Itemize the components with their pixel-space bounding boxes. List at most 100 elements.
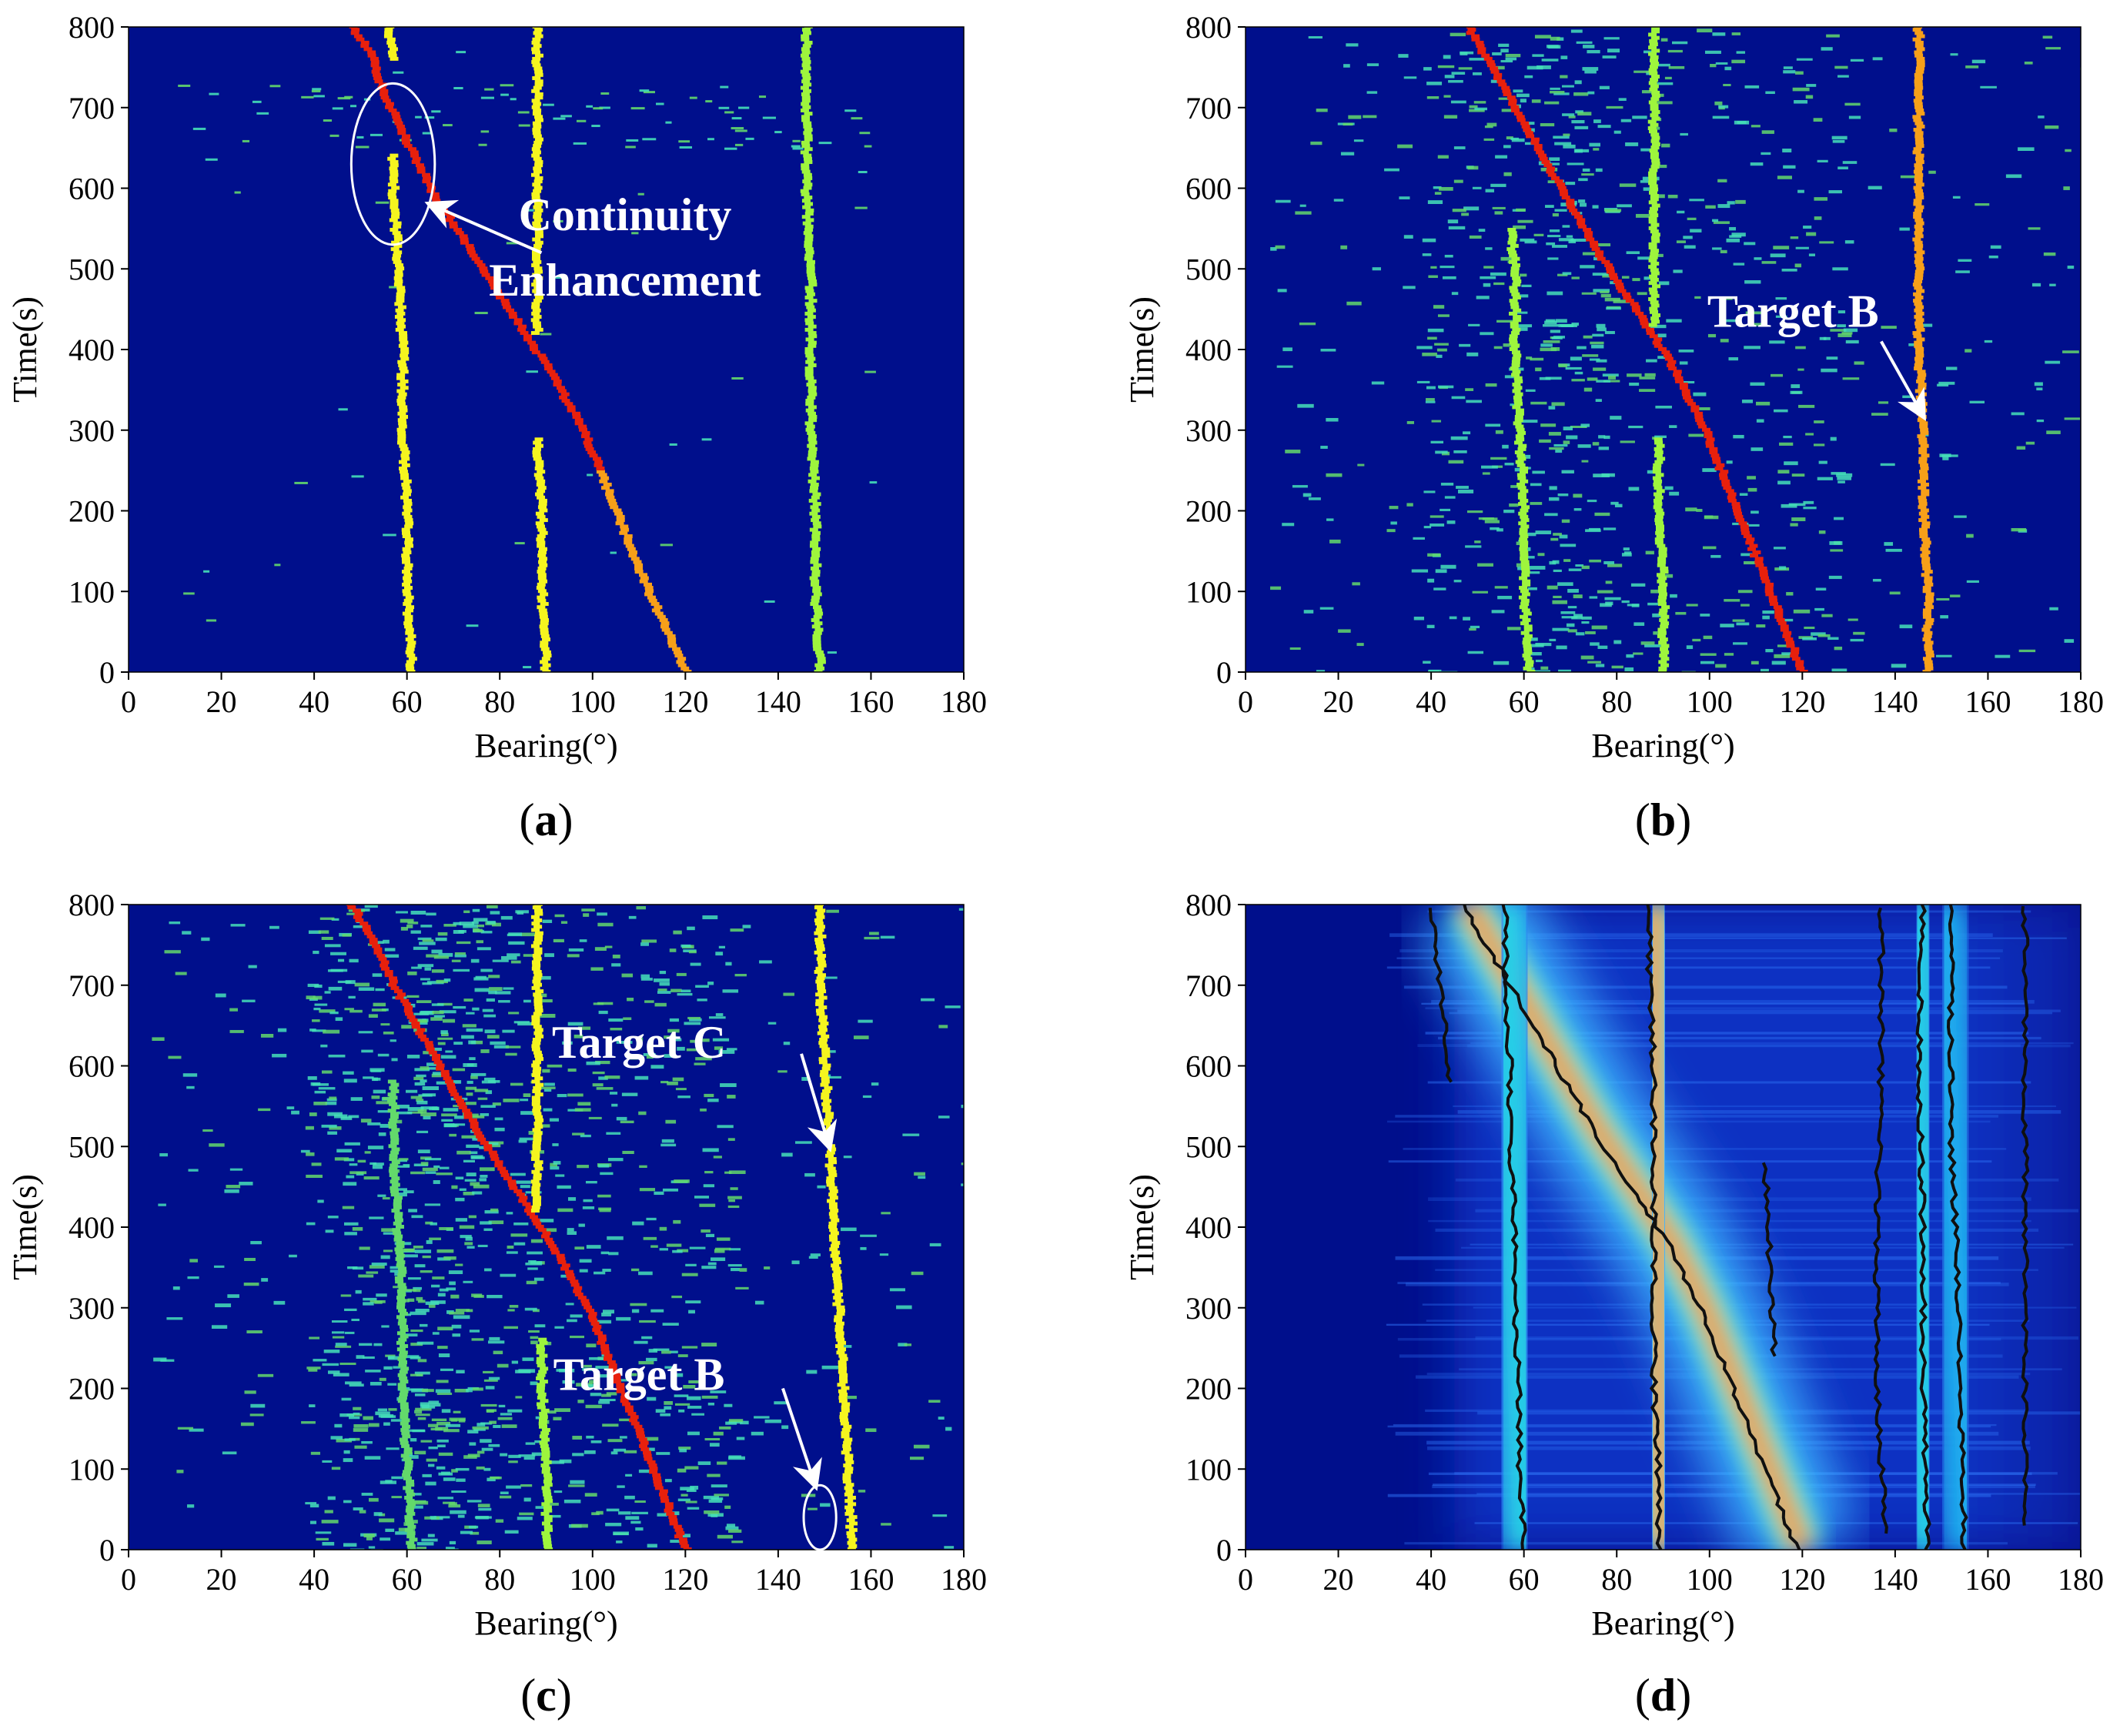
- x-tick-label: 20: [1323, 1562, 1354, 1597]
- panel-label-a: (a): [520, 794, 573, 845]
- x-tick-label: 180: [2058, 684, 2104, 719]
- y-tick-label: 800: [69, 10, 115, 45]
- track-0: [346, 905, 692, 1550]
- ridge-line: [1915, 905, 1931, 1550]
- x-tick-label: 100: [1687, 684, 1733, 719]
- x-tick-label: 20: [206, 684, 237, 719]
- y-tick-label: 600: [1185, 172, 1232, 206]
- track-1: [1506, 227, 1536, 672]
- x-tick-label: 180: [941, 684, 987, 719]
- y-tick-label: 800: [1185, 10, 1232, 45]
- y-tick-label: 0: [1216, 655, 1232, 690]
- y-tick-label: 700: [1185, 968, 1232, 1003]
- x-tick-label: 100: [570, 684, 616, 719]
- x-tick-label: 160: [1965, 1562, 2011, 1597]
- y-tick-label: 300: [1185, 413, 1232, 448]
- x-axis-label: Bearing(°): [1591, 727, 1734, 764]
- striation: [1449, 1012, 2053, 1015]
- annotation-arrow: [781, 1387, 822, 1491]
- x-tick-label: 60: [1509, 1562, 1540, 1597]
- ridge-line: [2021, 905, 2030, 1526]
- y-tick-label: 600: [69, 172, 115, 206]
- x-tick-label: 80: [484, 1562, 515, 1597]
- striation: [1453, 1105, 2056, 1108]
- plot-content-a: [178, 27, 878, 672]
- noise-speckles: [1270, 28, 2081, 672]
- annotation-arrow: [1880, 340, 1926, 421]
- x-tick-label: 160: [1965, 684, 2011, 719]
- ridge-line: [1463, 905, 1801, 1550]
- annotation-ellipse: [349, 82, 436, 246]
- track-3: [532, 437, 552, 672]
- x-tick-label: 120: [662, 684, 708, 719]
- panel-label-d: (d): [1635, 1670, 1691, 1721]
- y-tick-label: 300: [1185, 1291, 1232, 1326]
- x-tick-label: 100: [1687, 1562, 1733, 1597]
- x-tick-label: 140: [755, 1562, 801, 1597]
- x-tick-label: 0: [121, 1562, 136, 1597]
- ridge-line: [1946, 905, 1968, 1550]
- track-2: [383, 27, 399, 61]
- track-2: [536, 1337, 553, 1550]
- y-tick-label: 100: [1185, 1452, 1232, 1487]
- x-tick-label: 120: [662, 1562, 708, 1597]
- y-tick-label: 700: [1185, 91, 1232, 125]
- x-tick-label: 80: [484, 684, 515, 719]
- ridge-line: [1428, 908, 1453, 1083]
- x-tick-label: 40: [1416, 684, 1446, 719]
- y-tick-label: 200: [1185, 494, 1232, 529]
- x-tick-label: 20: [206, 1562, 237, 1597]
- y-axis-label: Time(s): [1123, 296, 1161, 403]
- x-axis-label: Bearing(°): [474, 727, 617, 764]
- striation: [1427, 1081, 2031, 1084]
- noise-speckles: [178, 51, 878, 669]
- ridge-line: [1500, 905, 1527, 1550]
- x-axis-label: Bearing(°): [474, 1604, 617, 1642]
- y-tick-label: 0: [99, 1533, 115, 1567]
- track-0: [1466, 27, 1808, 672]
- y-tick-label: 0: [1216, 1533, 1232, 1567]
- annotation-ellipse: [802, 1483, 838, 1551]
- striation: [1428, 1197, 2031, 1202]
- x-tick-label: 120: [1779, 1562, 1825, 1597]
- x-tick-label: 140: [1872, 1562, 1918, 1597]
- striation: [1457, 1009, 2061, 1012]
- striation: [1427, 910, 2031, 913]
- track-0: [349, 27, 692, 672]
- y-tick-label: 400: [1185, 1210, 1232, 1245]
- y-tick-label: 300: [69, 1291, 115, 1326]
- striation: [1431, 999, 2035, 1004]
- plot-content-d: [1386, 905, 2081, 1550]
- chart-panel-a: 0 20 40 60 80 100 120 140 160 180 0 100 200 300 400 500…: [6, 10, 987, 845]
- y-tick-label: 0: [99, 655, 115, 690]
- y-tick-label: 800: [1185, 888, 1232, 922]
- annotation-text: Continuity: [519, 189, 732, 240]
- annotation-text: Enhancement: [489, 255, 761, 306]
- striation: [1421, 1002, 2025, 1005]
- annotation-text: Target B: [553, 1350, 725, 1400]
- striation: [1463, 937, 2067, 939]
- x-tick-label: 160: [848, 1562, 894, 1597]
- y-tick-label: 200: [69, 1372, 115, 1407]
- track-4: [814, 905, 858, 1550]
- y-tick-label: 500: [69, 252, 115, 286]
- chart-panel-d: 0 20 40 60 80 100 120 140 160 180 0 100 200 300 400 500…: [1123, 888, 2104, 1721]
- band-core-4: [1929, 905, 1982, 1550]
- track-3: [1647, 27, 1661, 327]
- x-tick-label: 40: [299, 684, 329, 719]
- x-tick-label: 120: [1779, 684, 1825, 719]
- y-tick-label: 500: [1185, 252, 1232, 286]
- x-tick-label: 60: [1509, 684, 1540, 719]
- annotation-arrow: [424, 199, 543, 255]
- ridge-line: [1644, 905, 1663, 1550]
- y-tick-label: 100: [1185, 574, 1232, 609]
- track-3: [530, 905, 544, 1213]
- striation: [1475, 1209, 2079, 1213]
- y-tick-label: 600: [1185, 1049, 1232, 1084]
- striation: [1435, 1228, 2039, 1233]
- y-tick-label: 400: [69, 1210, 115, 1245]
- x-tick-label: 40: [299, 1562, 329, 1597]
- striation: [1438, 1036, 2041, 1040]
- striation: [1467, 1044, 2071, 1048]
